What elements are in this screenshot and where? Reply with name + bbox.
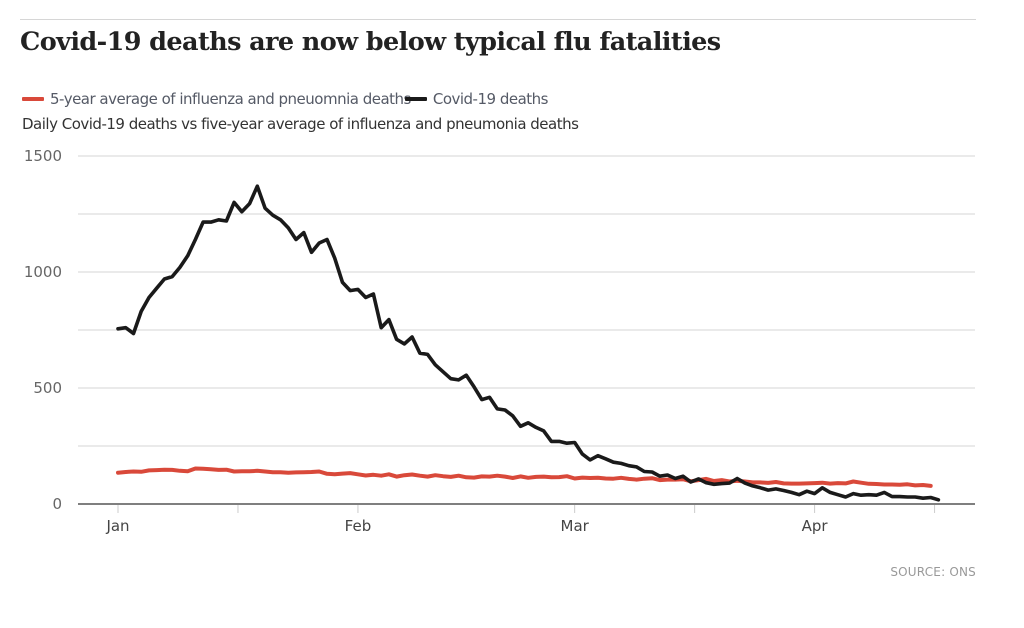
legend-item-covid-deaths: Covid-19 deaths xyxy=(404,90,549,108)
y-tick-label-1500: 1500 xyxy=(24,147,62,165)
x-axis: Jan Feb Mar Apr xyxy=(78,503,975,535)
series-line-flu-average xyxy=(116,466,933,488)
source-note: SOURCE: ONS xyxy=(890,565,976,579)
y-axis: 0 500 1000 1500 xyxy=(24,147,62,513)
x-tick-label-jan: Jan xyxy=(105,517,129,535)
y-tick-label-500: 500 xyxy=(33,379,62,397)
x-tick-label-apr: Apr xyxy=(802,517,829,535)
y-tick-label-1000: 1000 xyxy=(24,263,62,281)
chart-subtitle: Daily Covid-19 deaths vs five-year avera… xyxy=(22,115,579,133)
legend: 5-year average of influenza and pneuomni… xyxy=(22,87,548,108)
gridlines xyxy=(78,155,975,447)
chart-title: Covid-19 deaths are now below typical fl… xyxy=(20,27,721,57)
series-lines xyxy=(116,184,941,502)
x-tick-label-mar: Mar xyxy=(561,517,590,535)
legend-label-flu-average: 5-year average of influenza and pneuomni… xyxy=(50,90,411,108)
legend-swatch-flu-average xyxy=(22,97,44,101)
legend-swatch-covid-deaths xyxy=(404,97,427,101)
legend-item-flu-average: 5-year average of influenza and pneuomni… xyxy=(22,90,411,108)
x-tick-label-feb: Feb xyxy=(345,517,372,535)
top-rule xyxy=(20,19,976,20)
legend-label-covid-deaths: Covid-19 deaths xyxy=(432,90,549,108)
series-line-covid-deaths xyxy=(116,184,941,502)
y-tick-label-0: 0 xyxy=(52,495,62,513)
